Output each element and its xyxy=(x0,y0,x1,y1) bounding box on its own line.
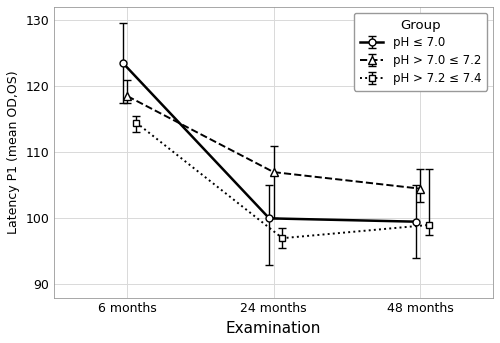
X-axis label: Examination: Examination xyxy=(226,321,322,336)
Legend: pH ≤ 7.0, pH > 7.0 ≤ 7.2, pH > 7.2 ≤ 7.4: pH ≤ 7.0, pH > 7.0 ≤ 7.2, pH > 7.2 ≤ 7.4 xyxy=(354,13,487,91)
Y-axis label: Latency P1 (mean OD,OS): Latency P1 (mean OD,OS) xyxy=(7,70,20,234)
